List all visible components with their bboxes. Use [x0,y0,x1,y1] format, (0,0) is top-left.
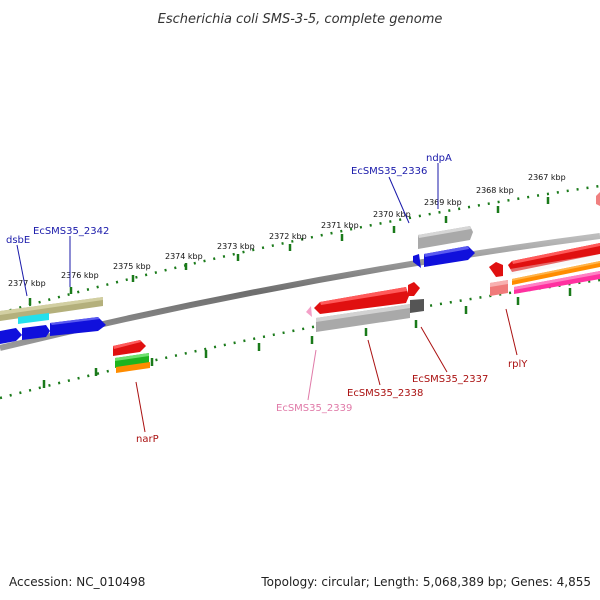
feature-pink-edge [596,192,600,206]
map-title: Escherichia coli SMS-3-5, complete genom… [158,12,443,27]
outer-major-ticks [28,197,550,305]
inner-major-ticks [42,288,572,388]
tick-label: 2368 kbp [476,186,514,195]
gene-label-ecsms35-2336[interactable]: EcSMS35_2336 [351,166,427,177]
leader-ecsms35-2338 [367,339,381,386]
feature-orange-right [512,261,600,285]
tick-label: 2369 kbp [424,198,462,207]
gene-label-ndpA[interactable]: ndpA [426,153,452,164]
feature-narp-red [113,340,146,356]
tick-labels: 2377 kbp 2376 kbp 2375 kbp 2374 kbp 2373… [8,173,566,288]
gene-label-ecsms35-2342[interactable]: EcSMS35_2342 [33,226,109,237]
feature-grey-middle [316,299,424,332]
accession-text: Accession: NC_010498 [9,575,145,589]
feature-red-right [489,243,600,277]
tick-label: 2373 kbp [217,242,255,251]
tick-label: 2375 kbp [113,262,151,271]
gene-label-dsbE[interactable]: dsbE [6,235,30,246]
gene-label-ecsms35-2337[interactable]: EcSMS35_2337 [412,374,488,385]
genome-summary-text: Topology: circular; Length: 5,068,389 bp… [260,575,591,589]
leader-lines [16,163,518,433]
feature-grey-right [418,226,473,249]
leader-rplY [505,308,518,356]
feature-blue-left [0,317,106,344]
feature-cyan-bar [18,313,49,324]
tick-label: 2372 kbp [269,232,307,241]
leader-ecsms35-2339 [307,349,317,401]
gene-label-ecsms35-2338[interactable]: EcSMS35_2338 [347,388,423,399]
leader-ecsms35-2337 [420,326,448,373]
tick-label: 2371 kbp [321,221,359,230]
leader-narP [135,381,146,433]
leader-dsbE [16,244,28,297]
tick-label: 2376 kbp [61,271,99,280]
gene-labels: dsbE EcSMS35_2342 EcSMS35_2336 ndpA narP… [6,153,528,445]
feature-pink-small [306,306,312,317]
tick-label: 2374 kbp [165,252,203,261]
feature-salmon-right [490,280,508,296]
feature-red-middle [314,282,420,314]
feature-magenta-right [514,271,600,294]
inner-tick-ring [0,278,600,400]
feature-blue-right [413,246,475,268]
feature-olive-bar [0,297,103,321]
tick-label: 2370 kbp [373,210,411,219]
leader-ecsms35-2336 [388,176,410,224]
gene-label-narP[interactable]: narP [136,434,159,445]
gene-label-ecsms35-2339[interactable]: EcSMS35_2339 [276,403,352,414]
feature-narp-orange [116,362,150,373]
tick-label: 2367 kbp [528,173,566,182]
tick-label: 2377 kbp [8,279,46,288]
gene-label-rplY[interactable]: rplY [508,359,528,370]
